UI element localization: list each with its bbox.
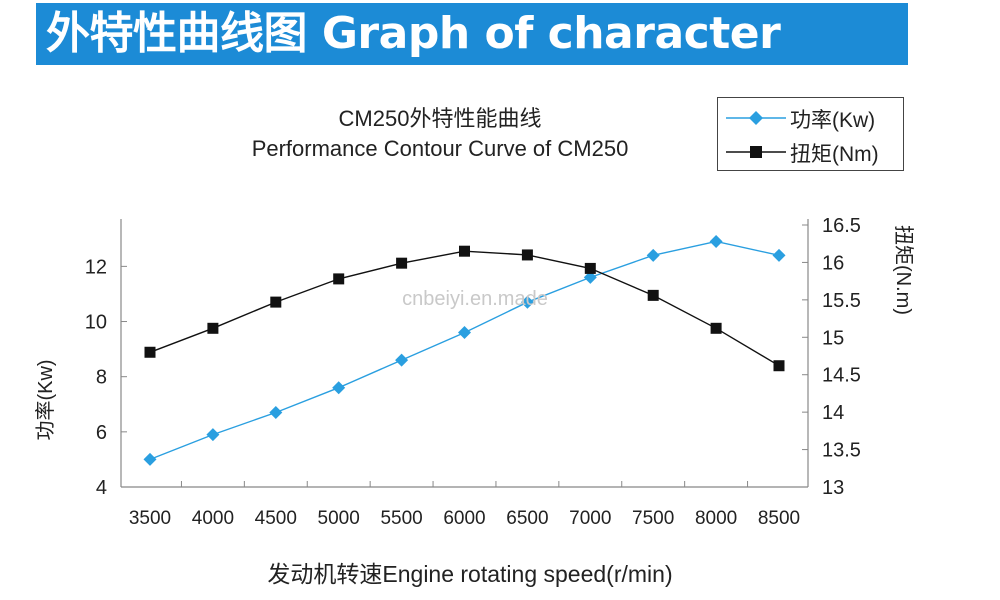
x-tick-label: 6500	[506, 508, 548, 529]
torque-data-point	[396, 257, 408, 269]
y-left-tick-label: 6	[96, 422, 107, 444]
y-right-tick-label: 14.5	[822, 365, 861, 387]
y-right-tick-label: 14	[822, 402, 844, 424]
x-tick-label: 3500	[129, 508, 171, 529]
x-tick-label: 5000	[318, 508, 360, 529]
chart-legend: 功率(Kw) 扭矩(Nm)	[717, 97, 904, 171]
y-axis-right-label: 扭矩(N.m)	[892, 225, 915, 315]
legend-torque-marker-icon	[726, 146, 786, 158]
legend-power-label: 功率(Kw)	[790, 109, 876, 132]
y-left-tick-label: 4	[96, 477, 107, 499]
y-right-tick-label: 15	[822, 327, 844, 349]
header-banner: 外特性曲线图 Graph of character	[36, 3, 908, 65]
power-data-point	[583, 270, 597, 284]
y-right-tick-label: 13	[822, 477, 844, 499]
torque-data-point	[521, 249, 533, 261]
x-tick-label: 4500	[255, 508, 297, 529]
chart-title: CM250外特性能曲线	[338, 106, 542, 131]
legend-power-marker-icon	[726, 111, 786, 125]
torque-data-point	[647, 289, 659, 301]
torque-data-point	[333, 273, 345, 285]
x-tick-label: 7000	[569, 508, 611, 529]
y-left-tick-label: 10	[85, 312, 107, 334]
x-tick-label: 6000	[443, 508, 485, 529]
torque-data-point	[207, 322, 219, 334]
power-data-point	[458, 326, 471, 340]
chart-title-block: CM250外特性能曲线 Performance Contour Curve of…	[200, 104, 680, 164]
legend-item-power: 功率(Kw)	[718, 100, 903, 134]
x-tick-label: 5500	[380, 508, 422, 529]
power-data-point	[520, 295, 534, 309]
power-data-point	[646, 248, 660, 262]
y-right-tick-label: 13.5	[822, 440, 861, 462]
torque-data-point	[270, 296, 282, 308]
watermark-text: cnbeiyi.en.made	[402, 288, 548, 310]
power-data-point	[143, 452, 157, 466]
power-data-point	[772, 248, 786, 262]
x-tick-label: 8500	[758, 508, 800, 529]
power-data-point	[206, 428, 220, 442]
x-axis-label: 发动机转速Engine rotating speed(r/min)	[267, 561, 672, 587]
y-right-tick-label: 16	[822, 252, 844, 274]
y-right-tick-label: 16.5	[822, 215, 861, 237]
torque-data-point	[144, 346, 156, 358]
y-axis-left-label: 功率(Kw)	[34, 359, 57, 440]
x-tick-label: 8000	[695, 508, 737, 529]
y-right-tick-label: 15.5	[822, 290, 861, 312]
legend-torque-label: 扭矩(Nm)	[790, 143, 879, 166]
x-tick-label: 4000	[192, 508, 234, 529]
x-tick-label: 7500	[632, 508, 674, 529]
power-data-point	[395, 353, 409, 367]
legend-item-torque: 扭矩(Nm)	[718, 134, 903, 168]
power-data-point	[332, 381, 346, 395]
torque-data-point	[710, 322, 722, 334]
chart-subtitle: Performance Contour Curve of CM250	[251, 136, 629, 161]
torque-data-point	[773, 360, 785, 372]
banner-title: 外特性曲线图 Graph of character	[46, 8, 781, 59]
y-left-tick-label: 8	[96, 367, 107, 389]
power-series-line	[149, 240, 780, 461]
power-data-point	[269, 406, 283, 420]
torque-data-point	[584, 262, 596, 274]
torque-data-point	[459, 245, 470, 257]
y-left-tick-label: 12	[85, 256, 107, 278]
power-data-point	[709, 235, 723, 249]
